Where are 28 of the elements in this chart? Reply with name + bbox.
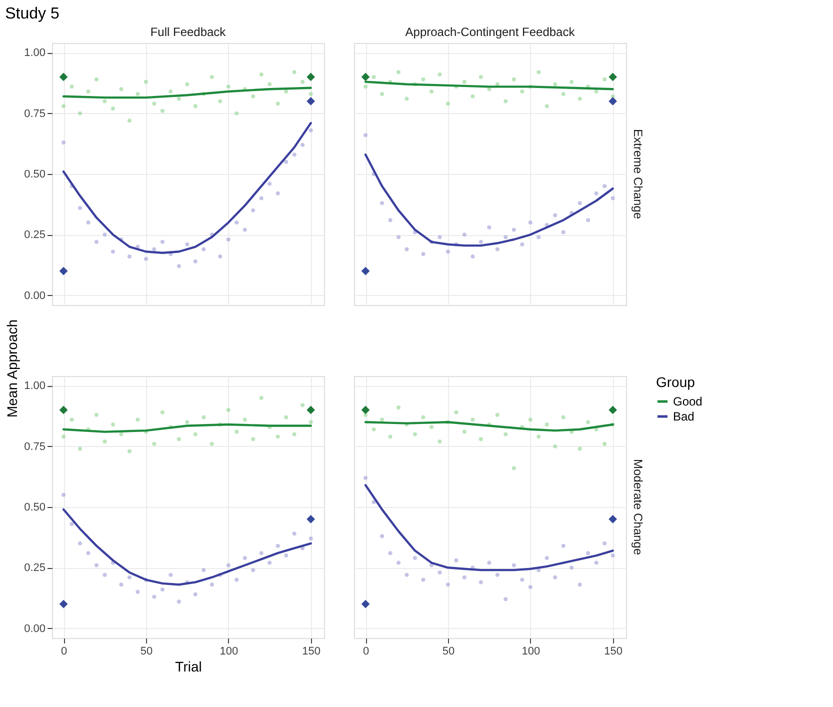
y-tick-label: 0.75	[24, 108, 46, 120]
legend-title: Group	[656, 374, 696, 390]
legend-label: Good	[673, 394, 702, 408]
chart-title: Study 5	[5, 6, 60, 22]
y2-axis-title: Moderate Change	[631, 458, 645, 556]
chart-subtitle: Full Feedback	[150, 25, 227, 39]
y-tick-label: 1.00	[24, 380, 46, 392]
x-tick-label: 0	[362, 646, 370, 658]
y-tick-label: 0.50	[24, 168, 46, 180]
x-tick-label: 100	[220, 646, 238, 658]
y2-axis-title: Extreme Change	[631, 128, 645, 220]
x-tick-label: 150	[604, 646, 622, 658]
y-tick-label: 0.50	[24, 502, 46, 514]
x-tick-label: 50	[140, 646, 153, 658]
x-tick-label: 100	[522, 646, 540, 658]
y-tick-label: 0.25	[24, 562, 46, 574]
y-tick-label: 0.75	[24, 440, 46, 453]
x-tick-label: 0	[60, 646, 68, 658]
x-axis-title: Trial	[175, 658, 202, 674]
legend-label: Bad	[673, 410, 694, 424]
y-tick-label: 0.00	[24, 622, 46, 635]
y-tick-label: 1.00	[24, 47, 46, 60]
x-tick-label: 50	[442, 646, 455, 658]
x-tick-label: 150	[302, 646, 320, 658]
chart-subtitle: Approach-Contingent Feedback	[405, 25, 576, 39]
y-tick-label: 0.25	[24, 229, 46, 242]
y-axis-title: Mean Approach	[4, 319, 20, 418]
y-tick-label: 0.00	[24, 290, 46, 302]
